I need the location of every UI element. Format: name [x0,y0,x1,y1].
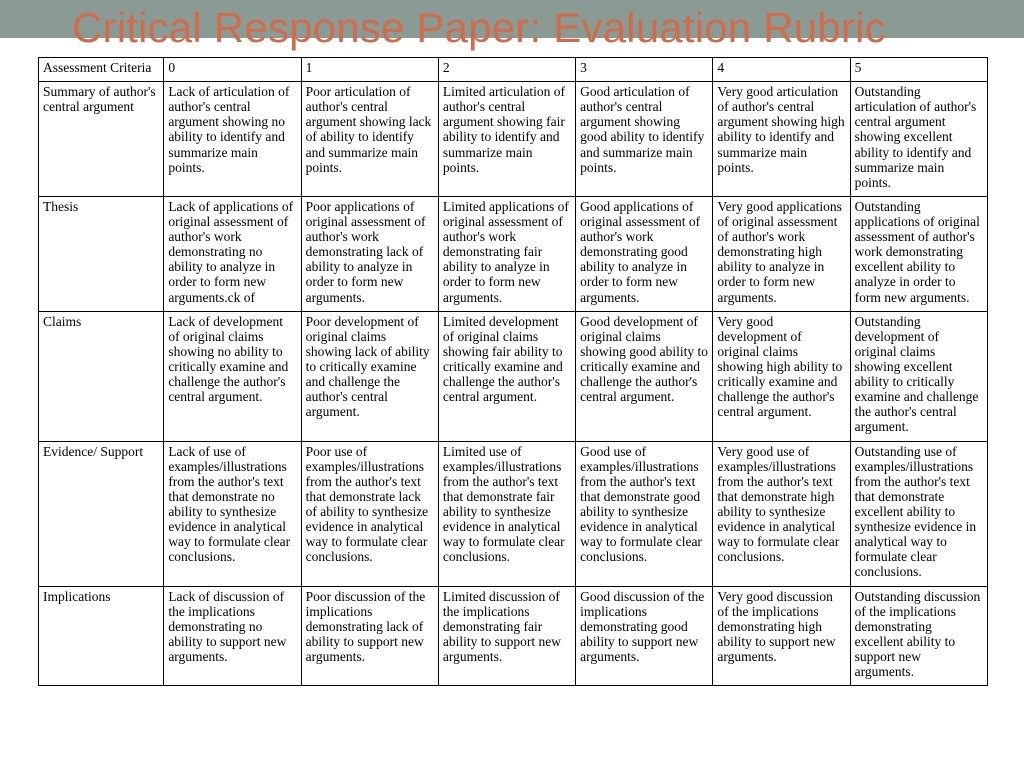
criterion-cell: Claims [39,311,164,441]
col-header-5: 5 [850,58,987,82]
table-row: Summary of author's central argument Lac… [39,82,988,197]
table-row: Implications Lack of discussion of the i… [39,586,988,686]
level-cell: Good use of examples/illustrations from … [576,441,713,586]
rubric-table-wrap: Assessment Criteria 0 1 2 3 4 5 Summary … [0,57,1024,686]
rubric-table: Assessment Criteria 0 1 2 3 4 5 Summary … [38,57,988,686]
level-cell: Limited development of original claims s… [438,311,575,441]
col-header-2: 2 [438,58,575,82]
table-row: Claims Lack of development of original c… [39,311,988,441]
level-cell: Very good applications of original asses… [713,196,850,311]
level-cell: Poor development of original claims show… [301,311,438,441]
level-cell: Lack of use of examples/illustrations fr… [164,441,301,586]
table-header-row: Assessment Criteria 0 1 2 3 4 5 [39,58,988,82]
table-row: Thesis Lack of applications of original … [39,196,988,311]
criterion-cell: Thesis [39,196,164,311]
level-cell: Very good development of original claims… [713,311,850,441]
level-cell: Lack of development of original claims s… [164,311,301,441]
col-header-1: 1 [301,58,438,82]
level-cell: Limited use of examples/illustrations fr… [438,441,575,586]
col-header-4: 4 [713,58,850,82]
level-cell: Good applications of original assessment… [576,196,713,311]
level-cell: Very good discussion of the implications… [713,586,850,686]
level-cell: Limited discussion of the implications d… [438,586,575,686]
level-cell: Very good use of examples/illustrations … [713,441,850,586]
criterion-cell: Summary of author's central argument [39,82,164,197]
level-cell: Poor use of examples/illustrations from … [301,441,438,586]
level-cell: Lack of applications of original assessm… [164,196,301,311]
criterion-cell: Evidence/ Support [39,441,164,586]
page-title: Critical Response Paper: Evaluation Rubr… [0,4,1024,57]
level-cell: Good development of original claims show… [576,311,713,441]
level-cell: Lack of articulation of author's central… [164,82,301,197]
criterion-cell: Implications [39,586,164,686]
level-cell: Outstanding discussion of the implicatio… [850,586,987,686]
level-cell: Outstanding use of examples/illustration… [850,441,987,586]
level-cell: Lack of discussion of the implications d… [164,586,301,686]
level-cell: Outstanding articulation of author's cen… [850,82,987,197]
level-cell: Very good articulation of author's centr… [713,82,850,197]
table-row: Evidence/ Support Lack of use of example… [39,441,988,586]
rubric-body: Summary of author's central argument Lac… [39,82,988,686]
level-cell: Good articulation of author's central ar… [576,82,713,197]
level-cell: Poor applications of original assessment… [301,196,438,311]
col-header-0: 0 [164,58,301,82]
level-cell: Poor discussion of the implications demo… [301,586,438,686]
level-cell: Good discussion of the implications demo… [576,586,713,686]
level-cell: Limited applications of original assessm… [438,196,575,311]
level-cell: Outstanding development of original clai… [850,311,987,441]
level-cell: Limited articulation of author's central… [438,82,575,197]
level-cell: Poor articulation of author's central ar… [301,82,438,197]
level-cell: Outstanding applications of original ass… [850,196,987,311]
col-header-criteria: Assessment Criteria [39,58,164,82]
col-header-3: 3 [576,58,713,82]
